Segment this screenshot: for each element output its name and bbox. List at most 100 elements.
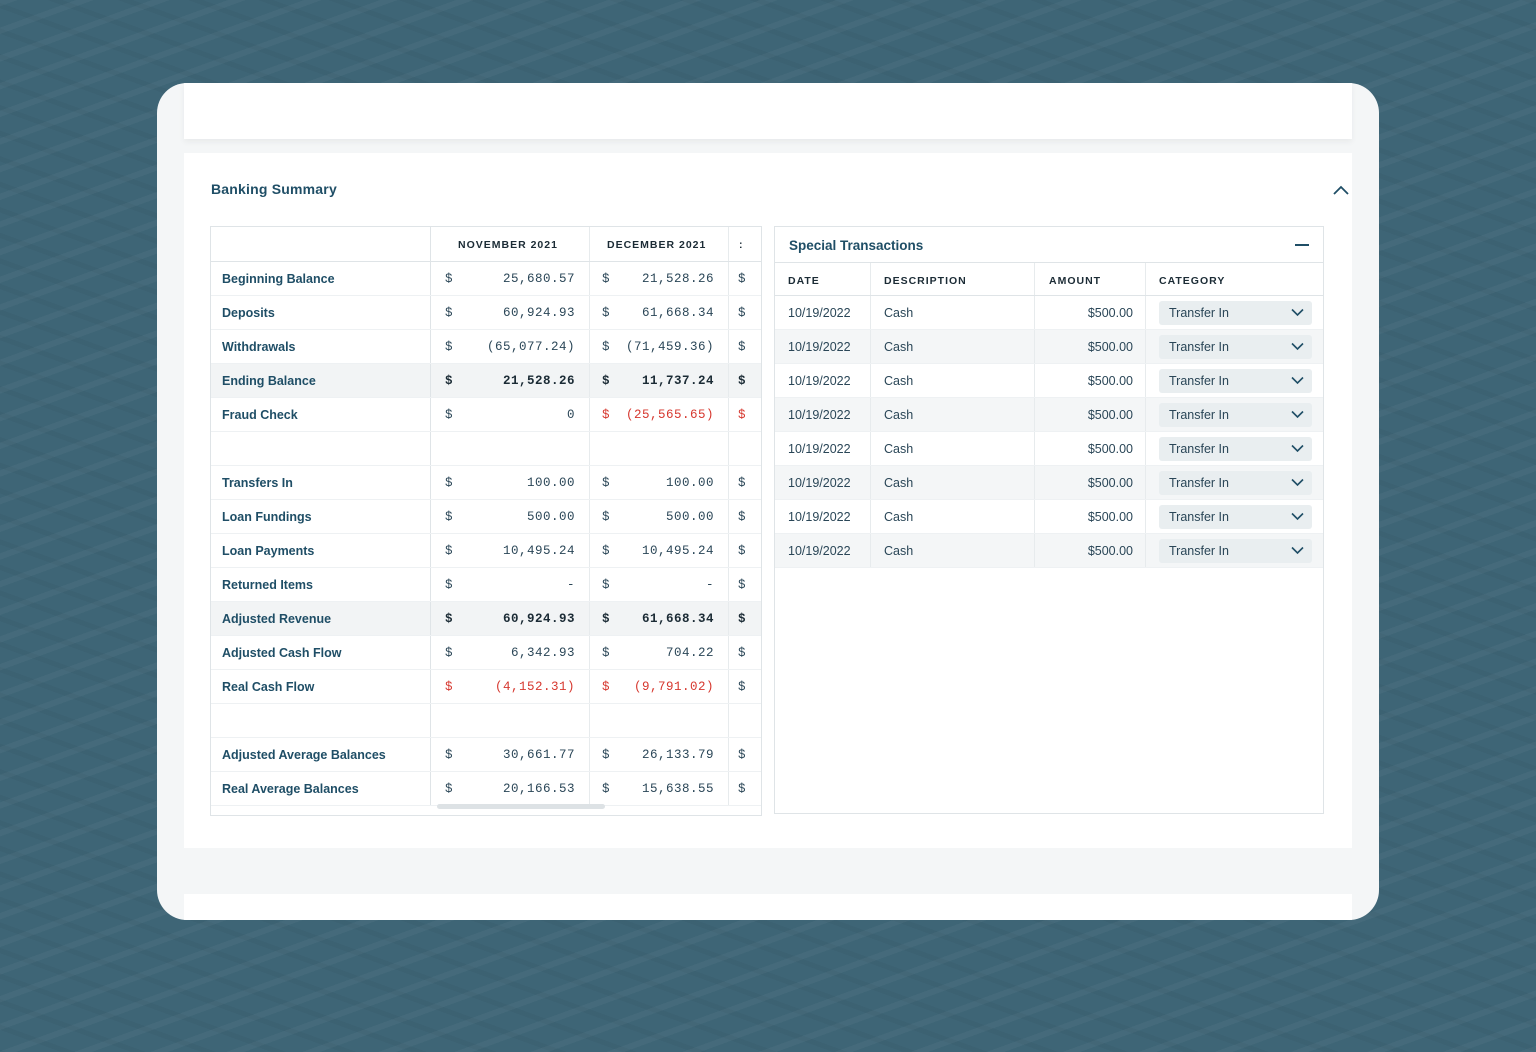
value-cell: $15,638.55 bbox=[590, 772, 729, 805]
value-cell: $ (25,565.65) bbox=[590, 398, 729, 431]
value-cell: $25,680.57 bbox=[431, 262, 590, 295]
spacer-row bbox=[211, 704, 761, 738]
row-label-cell: Loan Payments bbox=[211, 534, 431, 567]
table-row: Deposits $60,924.93 $61,668.34 $ bbox=[211, 296, 761, 330]
transaction-row: 10/19/2022 Cash $500.00 Transfer In bbox=[775, 534, 1323, 568]
currency-symbol: $ bbox=[445, 374, 453, 388]
transaction-amount: $500.00 bbox=[1087, 306, 1133, 320]
category-select[interactable]: Transfer In bbox=[1159, 335, 1312, 359]
currency-symbol: $ bbox=[445, 408, 453, 422]
transaction-amount: $500.00 bbox=[1087, 340, 1133, 354]
value-cell: $ bbox=[729, 636, 761, 669]
currency-symbol: $ bbox=[445, 272, 453, 286]
minimize-icon[interactable] bbox=[1295, 244, 1309, 246]
currency-symbol: $ bbox=[738, 680, 746, 694]
value-cell: $ bbox=[729, 772, 761, 805]
horizontal-scrollbar[interactable] bbox=[437, 804, 605, 809]
value-cell: $ (71,459.36) bbox=[590, 330, 729, 363]
column-divider bbox=[870, 330, 871, 363]
row-label: Fraud Check bbox=[222, 408, 298, 422]
value-cell: $ bbox=[729, 364, 761, 397]
currency-symbol: $ bbox=[738, 340, 746, 354]
transaction-date: 10/19/2022 bbox=[788, 340, 851, 354]
row-label-cell: Fraud Check bbox=[211, 398, 431, 431]
transaction-date: 10/19/2022 bbox=[788, 476, 851, 490]
table-row: Returned Items $ - $ - $ bbox=[211, 568, 761, 602]
currency-symbol: $ bbox=[738, 510, 746, 524]
value-cell bbox=[729, 704, 761, 737]
transaction-amount: $500.00 bbox=[1087, 374, 1133, 388]
month-label: : bbox=[739, 239, 744, 251]
amount-value: 26,133.79 bbox=[641, 748, 714, 762]
value-cell bbox=[729, 432, 761, 465]
column-divider bbox=[1034, 432, 1035, 465]
currency-symbol: $ bbox=[602, 544, 610, 558]
row-label: Withdrawals bbox=[222, 340, 296, 354]
chevron-down-icon bbox=[1291, 308, 1304, 317]
row-label-cell: Real Cash Flow bbox=[211, 670, 431, 703]
row-label-cell: Withdrawals bbox=[211, 330, 431, 363]
category-select[interactable]: Transfer In bbox=[1159, 301, 1312, 325]
section-title: Banking Summary bbox=[211, 181, 337, 197]
table-row: Loan Fundings $500.00 $500.00 $ bbox=[211, 500, 761, 534]
currency-symbol: $ bbox=[445, 680, 453, 694]
table-row: Adjusted Cash Flow $6,342.93 $704.22 $ bbox=[211, 636, 761, 670]
amount-value: 100.00 bbox=[665, 476, 714, 490]
amount-value: 0 bbox=[566, 408, 575, 422]
column-divider bbox=[1145, 296, 1146, 329]
amount-value: 100.00 bbox=[526, 476, 575, 490]
value-cell: $10,495.24 bbox=[431, 534, 590, 567]
row-label: Transfers In bbox=[222, 476, 293, 490]
category-select[interactable]: Transfer In bbox=[1159, 403, 1312, 427]
column-divider bbox=[1034, 500, 1035, 533]
transaction-date: 10/19/2022 bbox=[788, 510, 851, 524]
column-divider bbox=[1145, 364, 1146, 397]
value-cell bbox=[431, 704, 590, 737]
category-select[interactable]: Transfer In bbox=[1159, 437, 1312, 461]
transaction-date: 10/19/2022 bbox=[788, 408, 851, 422]
transaction-row: 10/19/2022 Cash $500.00 Transfer In bbox=[775, 398, 1323, 432]
banking-table-header: NOVEMBER 2021 DECEMBER 2021 : bbox=[211, 227, 761, 262]
transaction-description: Cash bbox=[884, 408, 914, 422]
transaction-date: 10/19/2022 bbox=[788, 442, 851, 456]
column-header-category: CATEGORY bbox=[1159, 275, 1226, 287]
chevron-down-icon bbox=[1291, 376, 1304, 385]
amount-value: 704.22 bbox=[665, 646, 714, 660]
row-label-cell: Real Average Balances bbox=[211, 772, 431, 805]
chevron-up-icon[interactable] bbox=[1332, 184, 1350, 196]
amount-value: - bbox=[566, 578, 575, 592]
amount-value: 6,342.93 bbox=[510, 646, 575, 660]
amount-value: (25,565.65) bbox=[625, 408, 714, 422]
value-cell: $61,668.34 bbox=[590, 296, 729, 329]
column-divider bbox=[1145, 398, 1146, 431]
column-divider bbox=[1145, 330, 1146, 363]
category-select[interactable]: Transfer In bbox=[1159, 539, 1312, 563]
currency-symbol: $ bbox=[602, 408, 610, 422]
currency-symbol: $ bbox=[738, 578, 746, 592]
currency-symbol: $ bbox=[445, 476, 453, 490]
category-select[interactable]: Transfer In bbox=[1159, 471, 1312, 495]
table-row: Withdrawals $ (65,077.24) $ (71,459.36) $ bbox=[211, 330, 761, 364]
table-row: Transfers In $100.00 $100.00 $ bbox=[211, 466, 761, 500]
spacer-row bbox=[211, 432, 761, 466]
category-select[interactable]: Transfer In bbox=[1159, 369, 1312, 393]
transaction-row: 10/19/2022 Cash $500.00 Transfer In bbox=[775, 296, 1323, 330]
currency-symbol: $ bbox=[738, 374, 746, 388]
currency-symbol: $ bbox=[602, 476, 610, 490]
banking-summary-panel: Banking Summary NOVEMBER 2021 DECEMBER 2… bbox=[184, 153, 1352, 848]
row-label: Loan Payments bbox=[222, 544, 315, 558]
transaction-amount: $500.00 bbox=[1087, 510, 1133, 524]
transaction-amount: $500.00 bbox=[1087, 408, 1133, 422]
value-cell: $ - bbox=[590, 568, 729, 601]
column-divider bbox=[870, 432, 871, 465]
value-cell: $10,495.24 bbox=[590, 534, 729, 567]
row-label: Loan Fundings bbox=[222, 510, 312, 524]
value-cell: $6,342.93 bbox=[431, 636, 590, 669]
category-select[interactable]: Transfer In bbox=[1159, 505, 1312, 529]
currency-symbol: $ bbox=[738, 476, 746, 490]
value-cell: $61,668.34 bbox=[590, 602, 729, 635]
row-label-cell: Returned Items bbox=[211, 568, 431, 601]
row-label-cell: Adjusted Cash Flow bbox=[211, 636, 431, 669]
currency-symbol: $ bbox=[738, 612, 746, 626]
chevron-down-icon bbox=[1291, 478, 1304, 487]
